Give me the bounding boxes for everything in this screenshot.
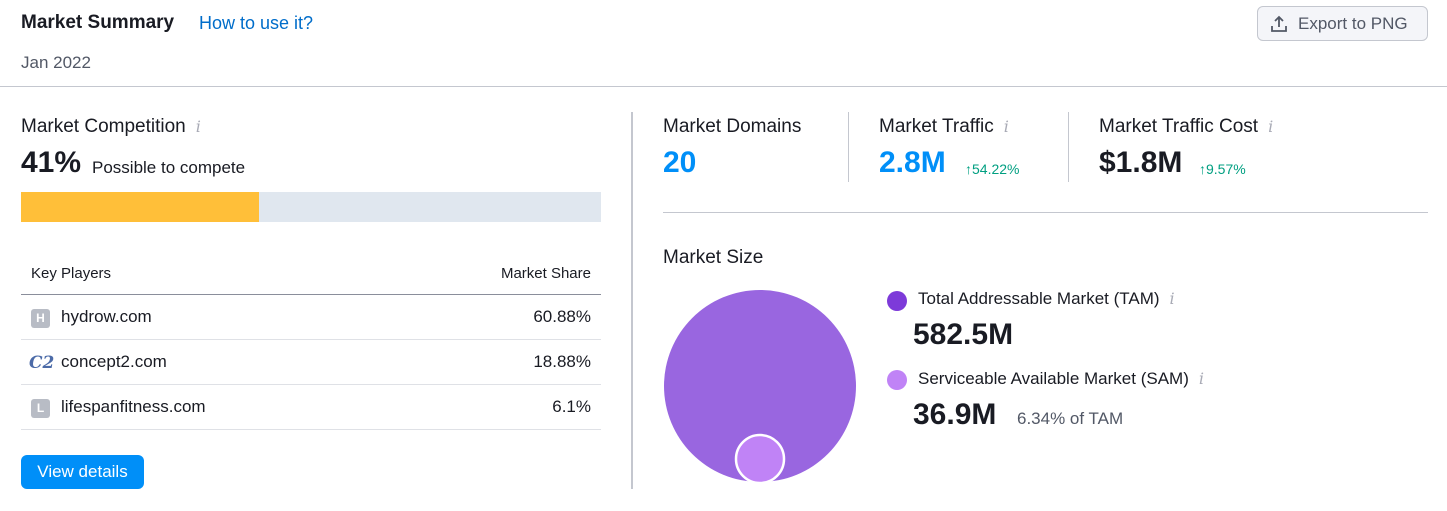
arrow-up-icon: ↑ [965,161,972,177]
table-row: C2 concept2.com 18.88% [21,340,601,385]
market-traffic-cost-delta: ↑9.57% [1199,161,1246,177]
tam-value: 582.5M [913,318,1014,351]
market-competition-title: Market Competition i [21,116,201,137]
sam-bubble [734,433,786,483]
tam-label: Total Addressable Market (TAM) i [918,289,1175,308]
tam-legend-dot [887,291,907,311]
favicon-icon: H [31,309,50,328]
favicon-icon: L [31,399,50,418]
market-traffic-delta: ↑54.22% [965,161,1020,177]
sam-legend-dot [887,370,907,390]
player-share: 18.88% [533,352,591,371]
market-share-column: Market Share [500,265,591,282]
favicon-icon: C2 [29,353,55,373]
player-share: 6.1% [552,397,591,416]
player-domain[interactable]: lifespanfitness.com [61,397,206,416]
competition-bar-fill [21,192,259,222]
info-icon[interactable]: i [1198,369,1204,388]
market-traffic-label: Market Traffic i [879,116,1009,137]
sam-note: 6.34% of TAM [1017,409,1124,428]
page-title: Market Summary [21,12,175,33]
player-domain[interactable]: hydrow.com [61,307,152,326]
competition-percent: 41% [21,146,82,179]
upload-icon [1271,15,1287,32]
tam-bubble [664,290,856,482]
metric-separator [848,112,849,182]
export-png-button[interactable]: Export to PNG [1257,6,1428,41]
metric-separator [1068,112,1069,182]
market-size-bubble-chart [664,290,856,483]
sam-label: Serviceable Available Market (SAM) i [918,369,1204,388]
market-domains-value[interactable]: 20 [663,146,697,179]
market-domains-label: Market Domains [663,116,802,137]
info-icon[interactable]: i [195,117,201,136]
market-traffic-cost-value: $1.8M [1099,146,1183,179]
info-icon[interactable]: i [1003,117,1009,136]
key-players-header: Key Players Market Share [21,258,601,295]
how-to-use-link[interactable]: How to use it? [199,13,314,33]
player-share: 60.88% [533,307,591,326]
sam-value: 36.9M [913,398,997,431]
export-button-label: Export to PNG [1298,13,1408,33]
competition-label: Possible to compete [92,158,246,177]
page-header: Market Summary How to use it? Jan 2022 E… [0,0,1447,87]
info-icon[interactable]: i [1169,289,1175,308]
table-row: H hydrow.com 60.88% [21,295,601,340]
metrics-separator [663,212,1428,213]
report-date: Jan 2022 [21,53,91,72]
view-details-button[interactable]: View details [21,455,144,489]
info-icon[interactable]: i [1268,117,1274,136]
competition-bar [21,192,601,222]
panel-divider [631,112,633,489]
market-traffic-cost-label: Market Traffic Cost i [1099,116,1274,137]
table-row: L lifespanfitness.com 6.1% [21,385,601,430]
key-players-column: Key Players [31,265,112,282]
arrow-up-icon: ↑ [1199,161,1206,177]
market-traffic-value[interactable]: 2.8M [879,146,946,179]
market-size-title: Market Size [663,247,764,268]
player-domain[interactable]: concept2.com [61,352,167,371]
